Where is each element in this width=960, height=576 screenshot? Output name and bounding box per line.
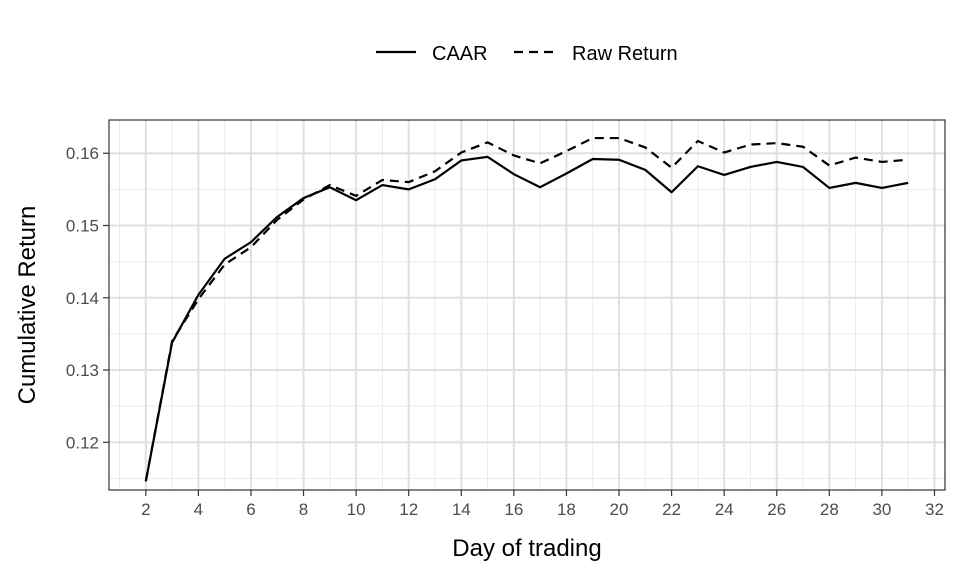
x-tick-label: 16 [504, 500, 523, 519]
x-tick-label: 20 [610, 500, 629, 519]
x-tick-label: 4 [194, 500, 203, 519]
x-axis-title: Day of trading [452, 535, 601, 562]
legend-label-raw-return: Raw Return [572, 43, 678, 65]
x-tick-label: 12 [399, 500, 418, 519]
x-tick-label: 18 [557, 500, 576, 519]
plot-panel-background [109, 120, 945, 490]
x-tick-label: 6 [246, 500, 255, 519]
series-line-raw-return [144, 136, 909, 482]
legend: CAAR Raw Return [376, 43, 678, 65]
plot-panel-border [108, 119, 946, 491]
x-tick-label: 28 [820, 500, 839, 519]
y-axis: 0.12 0.13 0.14 0.15 0.16 [66, 144, 109, 452]
y-tick-label: 0.12 [66, 433, 99, 452]
x-tick-label: 30 [872, 500, 891, 519]
legend-label-caar: CAAR [432, 43, 488, 65]
x-tick-label: 2 [141, 500, 150, 519]
grid-minor [109, 120, 945, 490]
x-tick-label: 10 [347, 500, 366, 519]
x-tick-label: 8 [299, 500, 308, 519]
y-tick-label: 0.16 [66, 144, 99, 163]
series-lines [144, 136, 909, 482]
y-tick-label: 0.15 [66, 217, 99, 236]
x-tick-label: 26 [767, 500, 786, 519]
series-line-caar [144, 155, 909, 482]
y-tick-label: 0.13 [66, 361, 99, 380]
x-axis: 2 4 6 8 10 12 14 16 18 20 22 24 26 28 30 32 [141, 490, 944, 519]
x-tick-label: 22 [662, 500, 681, 519]
grid-major [109, 120, 945, 490]
y-axis-title: Cumulative Return [14, 206, 41, 405]
x-tick-label: 14 [452, 500, 471, 519]
y-tick-label: 0.14 [66, 289, 99, 308]
x-tick-label: 24 [715, 500, 734, 519]
x-tick-label: 32 [925, 500, 944, 519]
